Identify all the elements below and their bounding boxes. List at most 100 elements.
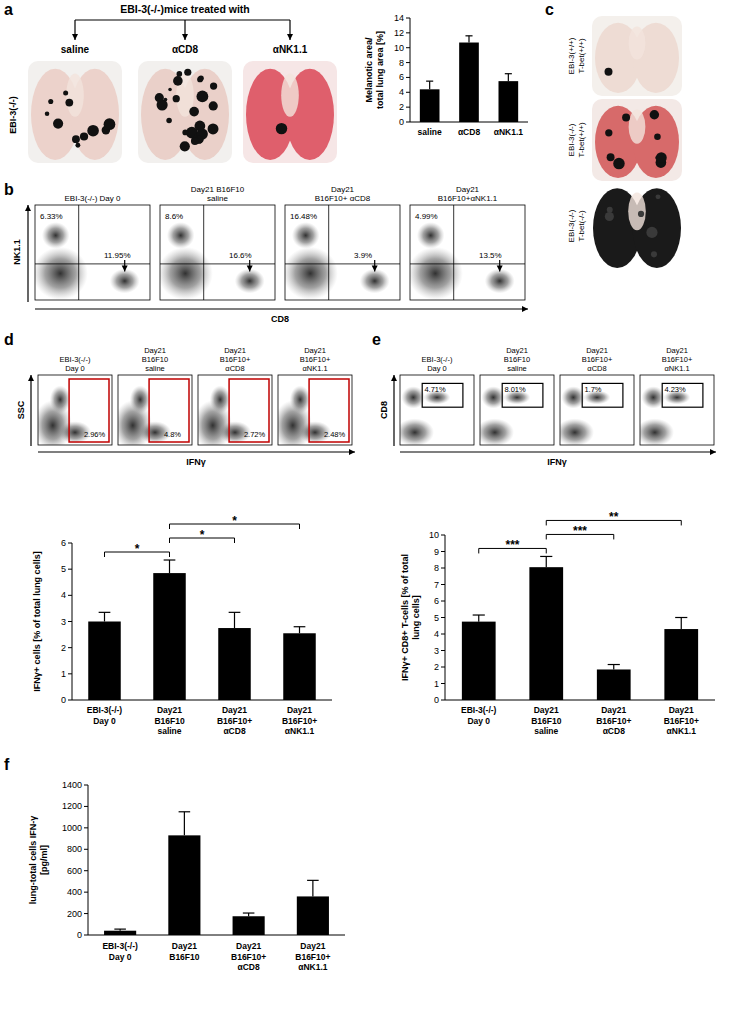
text-line: 12 [394, 28, 404, 38]
gate-percent: 4.99% [415, 212, 438, 221]
y-tick-label: 0 [61, 695, 66, 705]
text-line: 0 [434, 695, 439, 705]
photo-bg [28, 61, 122, 163]
event-cloud [285, 247, 338, 300]
y-tick [68, 621, 72, 622]
text-line: Day 0 [427, 364, 447, 373]
genotype-label: EBI-3(-/-)T-bet(-/-) [567, 209, 586, 242]
text-line: B16F10+ [220, 355, 251, 364]
text-line: 8 [399, 58, 404, 68]
text-line: αCD8 [238, 962, 261, 972]
y-tick [441, 650, 445, 651]
metastasis [166, 118, 172, 124]
x-tick-label: Day21B16F10+αCD8 [596, 705, 631, 736]
bar [462, 622, 496, 700]
text-line: c [545, 1, 554, 18]
significance: *** [505, 538, 519, 552]
photo-bg [592, 99, 682, 181]
arrow-shaft [393, 375, 394, 446]
y-tick [84, 892, 88, 893]
error-cap [473, 614, 485, 615]
metastasis [72, 135, 80, 143]
text-line: B16F10 [504, 355, 530, 364]
lung-photo [590, 181, 684, 271]
y-tick-label: 10 [429, 530, 439, 540]
text-line: B16F10+αNK1.1 [438, 194, 498, 203]
error-cap [243, 912, 255, 913]
flow-plot: Day21B16F10+αNK1.14.99%13.5% [408, 185, 525, 300]
text-line: Melanotic area/ [364, 37, 374, 103]
metastasis [184, 69, 191, 76]
text-line: EBI-3(-/-) [60, 355, 91, 364]
text-line: B16F10+ [596, 716, 631, 726]
x-axis-arrow [35, 306, 528, 312]
event-cloud [400, 418, 434, 445]
text-line: saline [207, 194, 228, 203]
text-line: saline [534, 726, 558, 736]
x-tick-label: EBI-3(-/-)Day 0 [87, 705, 123, 726]
bar [218, 628, 251, 700]
gate [229, 379, 269, 442]
x-tick-label: EBI-3(-/-)Day 0 [461, 705, 497, 726]
significance-bracket: * [105, 542, 170, 557]
arrow-shaft [35, 308, 528, 309]
y-tick-label: 3 [434, 646, 439, 656]
pointer [497, 260, 503, 271]
text-line: B16F10+ [582, 355, 613, 364]
gate-percent: 6.33% [40, 212, 63, 221]
y-axis-label: lung-total cells IFN-γ[pg/ml] [28, 816, 49, 905]
text-line: 8.6% [165, 212, 183, 221]
text-line: f [4, 756, 10, 773]
bar [233, 916, 265, 935]
text-line: B16F10 [531, 716, 562, 726]
metastasis [613, 158, 625, 170]
gate-percent: 2.72% [244, 430, 266, 439]
x-tick-label: Day21B16F10+αCD8 [217, 705, 252, 736]
text-line: B16F10 [154, 716, 185, 726]
text-line: EBI-3(-/-) [102, 941, 138, 951]
gate [662, 383, 703, 407]
flow-plot: Day21B16F10+αNK1.12.48% [274, 346, 352, 451]
plot-frame [410, 205, 525, 300]
trachea [629, 26, 646, 59]
arrow-head [182, 34, 188, 40]
gate-percent: 2.96% [84, 430, 106, 439]
arrow-head [710, 449, 716, 455]
photo-bg [592, 16, 682, 96]
event-cloud [35, 247, 88, 300]
text-line: Day21 [456, 185, 480, 194]
text-line: 10 [394, 43, 404, 53]
x-tick-label: Day21B16F10+αNK1.1 [664, 705, 699, 736]
text-line: *** [573, 524, 587, 538]
text-line: B16F10+ [664, 716, 699, 726]
bar [529, 567, 563, 700]
text-line: EBI-3(-/-) [8, 96, 18, 134]
x-axis-arrow [400, 449, 716, 455]
arrow-head [25, 205, 31, 211]
text-line: lung-total cells IFN-γ [28, 816, 38, 905]
quadrant-line [160, 263, 275, 264]
bar [283, 633, 316, 700]
text-line: αNK1.1 [302, 364, 327, 373]
plot-area [480, 386, 530, 445]
y-tick [406, 18, 410, 19]
text-line: saline [157, 726, 181, 736]
text-line: Day21 [669, 705, 694, 715]
arrow-head [391, 375, 397, 381]
text-line: d [4, 331, 14, 348]
y-tick-label: 0 [434, 695, 439, 705]
trachea [629, 110, 646, 144]
text-line: 4 [61, 590, 66, 600]
metastasis [607, 153, 615, 161]
text-line: EBI-3(-/-) [567, 209, 576, 242]
plot-frame [560, 375, 634, 445]
text-line: total lung area [%] [375, 31, 385, 109]
arrow-shaft [30, 375, 31, 446]
error-cap [307, 880, 319, 881]
text-line: αNK1.1 [664, 364, 689, 373]
y-tick [441, 601, 445, 602]
y-tick [441, 535, 445, 536]
metastasis [191, 137, 199, 145]
text-line: 400 [67, 887, 82, 897]
text-line: Day21 [144, 346, 166, 355]
